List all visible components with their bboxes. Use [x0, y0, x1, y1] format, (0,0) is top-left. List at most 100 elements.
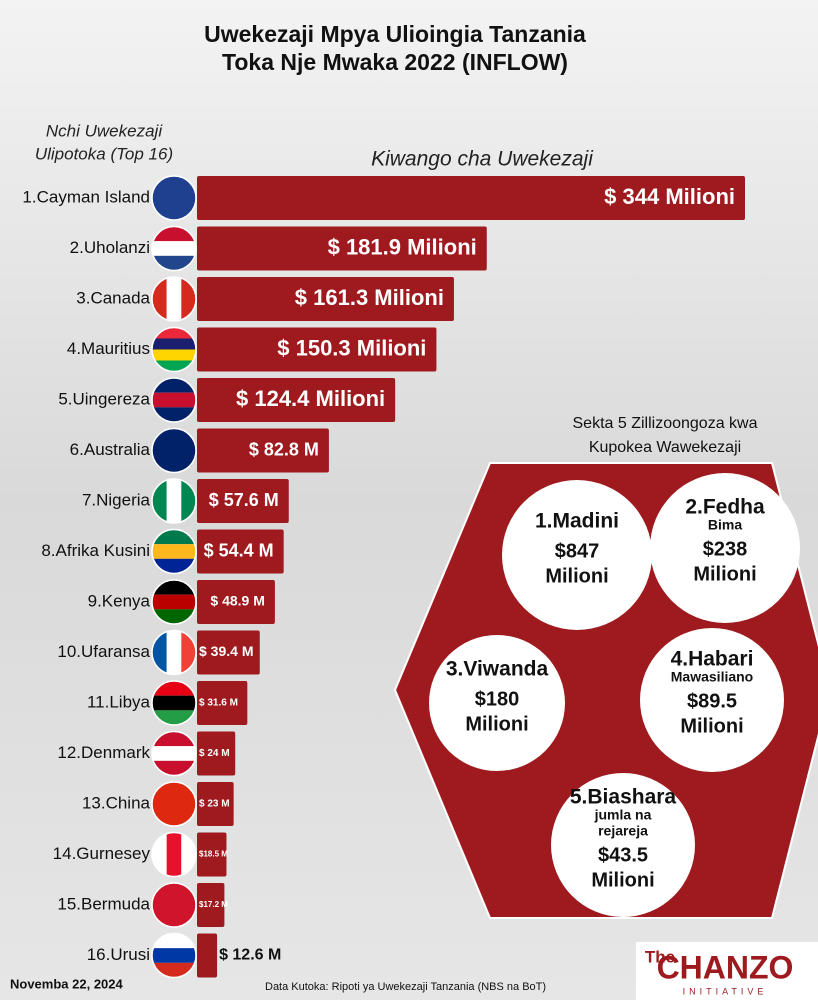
flag-stripe — [152, 360, 196, 372]
logo: CHANZO — [657, 949, 794, 985]
sector-unit: Milioni — [545, 565, 608, 587]
value-label: $ 23 M — [199, 799, 230, 810]
sector-circle — [650, 473, 800, 623]
flag-stripe — [152, 327, 196, 339]
sector-sub: Mawasiliano — [671, 669, 753, 685]
flag-stripe — [166, 832, 182, 877]
sector-sub: rejareja — [598, 823, 648, 839]
bar — [197, 378, 396, 422]
country-label: 3.Canada — [76, 288, 150, 307]
flag-stripe — [166, 277, 182, 321]
sector-title: Kupokea Wawekezaji — [589, 439, 741, 456]
country-label: 5.Uingereza — [58, 389, 150, 408]
value-label: $ 124.4 Milioni — [236, 386, 385, 411]
flag-stripe — [152, 695, 196, 711]
flag-outline — [151, 225, 197, 272]
sector-amount: $180 — [475, 688, 520, 710]
country-label: 7.Nigeria — [82, 490, 151, 509]
value-label: $ 181.9 Milioni — [328, 234, 477, 259]
title: Uwekezaji Mpya Ulioingia Tanzania — [204, 21, 586, 47]
value-label: $ 54.4 M — [204, 540, 274, 560]
bar — [197, 428, 329, 473]
country-label: 14.Gurnesey — [53, 844, 151, 863]
subtitle: Kiwango cha Uwekezaji — [371, 148, 594, 171]
sector-amount: $847 — [555, 540, 600, 562]
sector-circle — [429, 635, 565, 771]
sector-unit: Milioni — [465, 713, 528, 735]
flag-stripe — [152, 883, 196, 927]
country-label: 13.China — [82, 793, 151, 812]
flag-outline — [151, 579, 197, 625]
bar — [197, 226, 487, 271]
sector-amount: $43.5 — [598, 844, 648, 866]
sector-amount: $238 — [703, 538, 748, 560]
flag — [152, 327, 196, 372]
sector-unit: Milioni — [693, 563, 756, 585]
sector-circle — [551, 773, 695, 917]
value-label: $ 150.3 Milioni — [277, 335, 426, 360]
bar — [197, 580, 275, 624]
value-label: $ 39.4 M — [199, 643, 253, 659]
sector-amount: $89.5 — [687, 690, 737, 712]
flag-outline — [151, 781, 197, 827]
sector-name: 4.Habari — [671, 648, 754, 671]
sector-sub: Bima — [708, 517, 742, 533]
value-label: $ 24 M — [199, 748, 230, 759]
value-label: $ 12.6 M — [219, 947, 281, 964]
flag-outline — [151, 528, 197, 575]
logo: The — [645, 947, 675, 966]
flag-outline — [151, 326, 197, 373]
sector-name: 3.Viwanda — [446, 658, 549, 681]
flag — [152, 883, 196, 927]
country-label: 1.Cayman Island — [22, 187, 150, 206]
country-label: 12.Denmark — [57, 743, 150, 762]
sector-name: 2.Fedha — [685, 496, 765, 519]
value-label: $ 161.3 Milioni — [295, 285, 444, 310]
flag-outline — [151, 932, 197, 979]
bar — [197, 277, 454, 321]
country-label: 8.Afrika Kusini — [41, 541, 150, 560]
sector-sub: jumla na — [594, 807, 652, 823]
sector-circle — [640, 628, 784, 772]
sector-unit: Milioni — [591, 869, 654, 891]
bar — [197, 176, 745, 220]
flag — [152, 428, 196, 473]
value-label: $ 57.6 M — [209, 490, 279, 510]
flag-stripe — [166, 479, 182, 523]
bar — [197, 479, 289, 523]
value-label: $ 48.9 M — [210, 593, 264, 609]
logo-background — [636, 942, 818, 1000]
bar — [197, 681, 248, 725]
country-label: 2.Uholanzi — [70, 238, 150, 257]
flag-outline — [151, 427, 197, 474]
value-label: $ 31.6 M — [199, 698, 238, 709]
bar — [197, 630, 260, 675]
sector-unit: Milioni — [680, 715, 743, 737]
bar — [197, 933, 218, 978]
flag-stripe — [152, 544, 196, 559]
value-label: $ 82.8 M — [249, 439, 319, 459]
title: Toka Nje Mwaka 2022 (INFLOW) — [222, 49, 568, 75]
flag-stripe — [152, 176, 196, 220]
country-label: 6.Australia — [70, 440, 151, 459]
flag-outline — [151, 831, 197, 878]
flag-outline — [151, 730, 197, 777]
flag-outline — [151, 478, 197, 524]
sector-name: 5.Biashara — [570, 786, 677, 809]
flag-stripe — [152, 782, 196, 826]
value-label: $ 344 Milioni — [604, 184, 735, 209]
category-label: Ulipotoka (Top 16) — [35, 144, 173, 163]
flag-stripe — [152, 594, 196, 610]
country-label: 11.Libya — [87, 692, 151, 711]
value-label: $17.2 M — [199, 900, 228, 909]
flag-stripe — [152, 241, 196, 256]
country-label: 16.Urusi — [87, 945, 150, 964]
flag-stripe — [152, 746, 196, 761]
bar — [197, 883, 225, 927]
source: Data Kutoka: Ripoti ya Uwekezaji Tanzani… — [265, 981, 546, 993]
sector-title: Sekta 5 Zillizoongoza kwa — [573, 415, 758, 432]
flag-stripe — [152, 428, 196, 473]
flag — [152, 176, 196, 220]
